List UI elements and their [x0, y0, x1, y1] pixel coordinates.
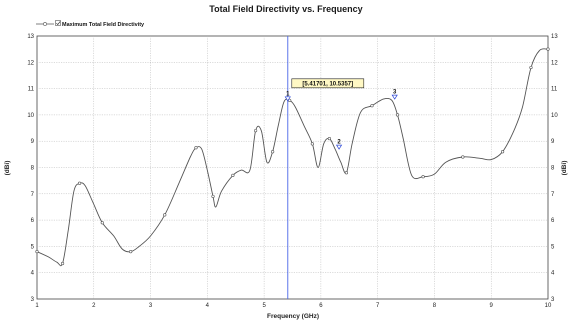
data-point	[77, 181, 82, 185]
x-tick-label: 3	[149, 303, 153, 309]
data-point	[60, 261, 65, 266]
x-tick-label: 5	[262, 303, 266, 309]
grid	[37, 36, 548, 299]
y-tick-label-right: 5	[551, 244, 555, 250]
data-point	[194, 146, 198, 150]
data-point	[421, 175, 425, 179]
chart-title: Total Field Directivity vs. Frequency	[209, 4, 362, 14]
x-tick-label: 8	[433, 303, 437, 309]
legend-checkbox[interactable]	[55, 20, 61, 26]
y-tick-label-right: 12	[551, 60, 558, 66]
series-line	[36, 48, 549, 267]
x-tick-label: 10	[545, 303, 552, 309]
x-tick-label: 1	[35, 303, 39, 309]
data-point	[370, 104, 374, 108]
marker-triangle	[391, 94, 398, 100]
y-tick-label-right: 7	[551, 192, 555, 198]
y-tick-label-right: 10	[551, 113, 558, 119]
marker-readout-box	[291, 78, 365, 89]
y-tick-label-left: 4	[31, 271, 35, 277]
data-point	[529, 65, 533, 70]
y-tick-label-left: 11	[28, 87, 35, 93]
y-tick-label-right: 6	[551, 218, 555, 224]
legend-swatch-marker	[43, 22, 47, 26]
marker-readout-text: [5.41701, 10.5357]	[302, 81, 353, 87]
legend-checkbox-check	[56, 21, 61, 26]
data-point	[310, 142, 314, 146]
data-point	[271, 150, 275, 154]
x-tick-label: 9	[490, 303, 494, 309]
x-axis-label: Frequency (GHz)	[267, 313, 319, 320]
series-layer	[35, 47, 550, 267]
y-tick-label-right: 9	[551, 139, 555, 145]
y-tick-label-left: 13	[27, 34, 34, 40]
data-point	[100, 221, 104, 225]
markers: 1 2 3 [5.41701, 10.5357]	[284, 36, 398, 299]
marker-label: 2	[337, 140, 341, 146]
x-tick-label: 4	[206, 303, 210, 309]
x-tick-label: 6	[319, 303, 323, 309]
y-tick-label-right: 11	[551, 87, 558, 93]
y-tick-label-left: 10	[27, 113, 34, 119]
data-point	[35, 250, 39, 254]
y-tick-label-left: 6	[31, 218, 35, 224]
data-point	[546, 47, 550, 51]
data-point	[253, 129, 258, 133]
y-tick-label-left: 9	[31, 139, 35, 145]
y-tick-label-left: 8	[31, 166, 35, 172]
y-axis-label-left: (dBi)	[4, 161, 11, 176]
data-point	[231, 173, 235, 177]
data-point	[500, 150, 505, 154]
y-tick-label-left: 12	[27, 60, 34, 66]
data-point	[211, 194, 215, 199]
y-tick-label-right: 3	[551, 297, 555, 303]
marker-label: 3	[393, 90, 397, 96]
data-point	[344, 171, 349, 175]
legend-series-name: Maximum Total Field Directivity	[62, 22, 145, 28]
y-tick-label-right: 4	[551, 271, 555, 277]
x-tick-label: 2	[92, 303, 96, 309]
data-point	[461, 155, 465, 159]
y-axis-label-right: (dBi)	[561, 161, 568, 176]
y-tick-label-left: 5	[31, 244, 35, 250]
legend: Maximum Total Field Directivity	[36, 20, 145, 28]
y-tick-label-left: 3	[31, 297, 35, 303]
x-tick-label: 7	[376, 303, 380, 309]
marker-triangle	[335, 144, 343, 150]
data-point	[327, 136, 332, 141]
y-tick-label-right: 8	[551, 166, 555, 172]
marker-triangle	[284, 96, 291, 102]
marker-label: 1	[286, 91, 290, 97]
data-point	[395, 113, 400, 117]
data-point	[129, 250, 133, 254]
y-tick-label-right: 13	[551, 34, 558, 40]
data-point	[163, 213, 167, 217]
y-tick-label-left: 7	[31, 192, 35, 198]
